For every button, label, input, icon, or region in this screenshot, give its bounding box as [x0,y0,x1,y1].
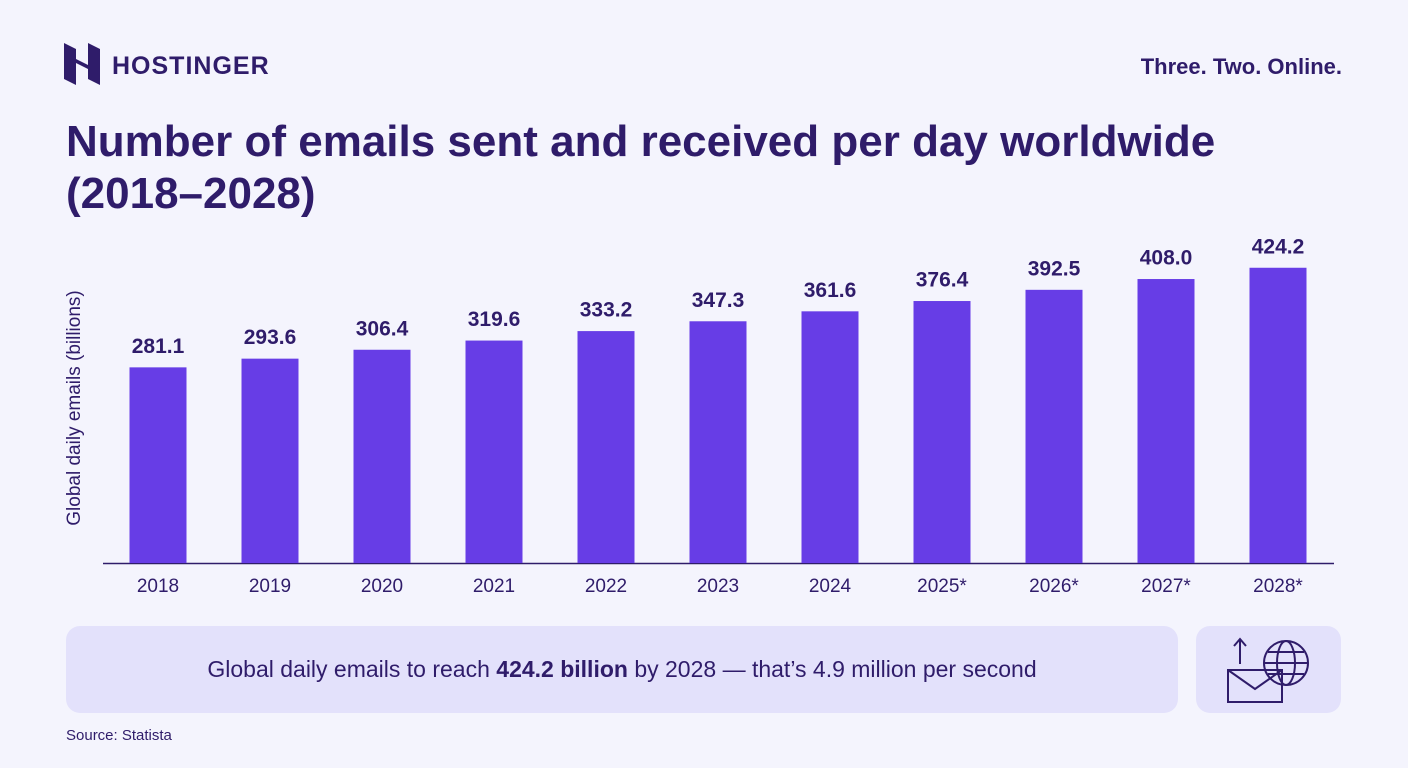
x-tick-label: 2024 [809,576,852,597]
bar [1137,279,1195,563]
callout-highlight: 424.2 billion [496,656,628,682]
value-label: 293.6 [244,326,297,349]
tagline: Three. Two. Online. [1140,54,1342,79]
bar [801,311,859,563]
bar [129,367,187,563]
value-label: 281.1 [132,335,185,358]
x-tick-label: 2026* [1029,576,1079,597]
value-label: 424.2 [1252,235,1305,258]
brand: HOSTINGER [112,52,270,80]
bar [465,340,523,563]
icon-box [1196,626,1341,713]
value-label: 376.4 [916,269,969,292]
callout: Global daily emails to reach 424.2 billi… [66,626,1178,713]
bar [353,349,411,563]
value-label: 361.6 [804,279,857,302]
email-icon [1227,637,1309,703]
x-tick-label: 2027* [1141,576,1191,597]
value-label: 306.4 [356,317,409,340]
x-tick-label: 2018 [137,576,179,597]
value-label: 408.0 [1140,247,1193,270]
value-label: 347.3 [692,289,745,312]
logo-icon [64,43,100,85]
bar [913,301,971,563]
value-label: 333.2 [580,299,633,322]
y-axis-label: Global daily emails (billions) [64,290,85,525]
bar [241,358,299,563]
callout-text: by 2028 — that’s 4.9 million per second [627,656,1037,682]
chart: Global daily emails (billions) 281.1 2018… [64,235,1334,597]
x-tick-label: 2022 [585,576,627,597]
x-tick-label: 2028* [1253,576,1303,597]
x-tick-label: 2019 [249,576,291,597]
bar [689,321,747,563]
bar [1249,267,1307,563]
source: Source: Statista [66,727,172,744]
value-label: 319.6 [468,308,521,331]
value-label: 392.5 [1028,257,1081,280]
x-tick-label: 2020 [361,576,403,597]
x-tick-label: 2025* [917,576,967,597]
chart-title: Number of emails sent and received per d… [66,117,1216,218]
x-tick-label: 2023 [697,576,739,597]
callout-text: Global daily emails to reach [207,656,497,682]
x-tick-label: 2021 [473,576,515,597]
bar [577,331,635,563]
bar [1025,289,1083,563]
